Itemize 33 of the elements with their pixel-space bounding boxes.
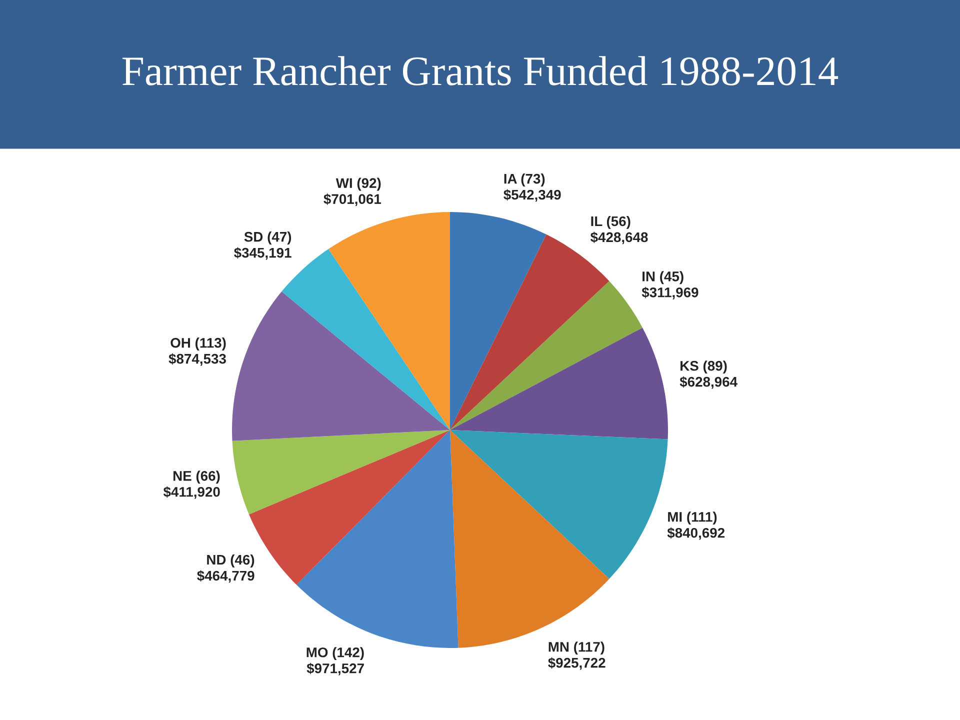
slice-label: WI (92) — [336, 178, 381, 191]
data-label: $311,969 — [642, 286, 698, 300]
data-label: $428,648 — [590, 232, 648, 244]
pie-slice — [232, 292, 450, 441]
pie-slice — [450, 212, 546, 430]
slice-label: ND (46) — [207, 554, 254, 568]
slice-label: MI (111) — [668, 512, 717, 525]
data-label: $411,920 — [163, 486, 220, 499]
data-label: $840,692 — [667, 527, 725, 540]
slice-label: MN (117) — [548, 642, 604, 655]
slice-label: IA (73) — [504, 174, 545, 186]
pie-slice — [232, 430, 450, 514]
pie-slice — [450, 328, 668, 440]
data-label: $874,533 — [168, 353, 226, 366]
pie-slice — [296, 430, 458, 648]
data-label: $971,527 — [306, 662, 364, 676]
data-label: $464,779 — [197, 570, 254, 583]
data-label: $542,349 — [504, 189, 561, 202]
data-label: $701,061 — [324, 194, 381, 206]
data-label: $345,191 — [234, 247, 292, 260]
pie-slice — [328, 212, 450, 430]
pie-slice — [450, 281, 643, 430]
slice-label: SD (47) — [244, 232, 292, 244]
slice-label: MO (142) — [306, 647, 364, 660]
pie-slice — [450, 430, 668, 579]
data-label: $925,722 — [548, 657, 606, 670]
data-label: $628,964 — [680, 376, 738, 389]
slice-label: IN (45) — [642, 271, 684, 284]
slice-label: KS (89) — [680, 360, 727, 374]
chart-title: Farmer Rancher Grants Funded 1988-2014 — [122, 56, 838, 86]
slice-label: OH (113) — [170, 338, 226, 351]
slice-label: IL (56) — [591, 216, 630, 229]
slice-label: NE (66) — [173, 470, 220, 484]
